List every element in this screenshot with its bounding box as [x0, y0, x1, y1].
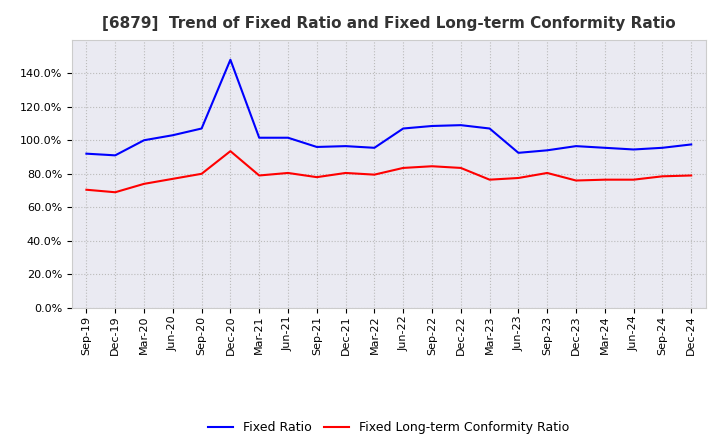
Fixed Ratio — [341, 143, 350, 149]
Fixed Ratio — [428, 123, 436, 128]
Fixed Long-term Conformity Ratio — [399, 165, 408, 171]
Fixed Ratio — [485, 126, 494, 131]
Fixed Long-term Conformity Ratio — [543, 170, 552, 176]
Fixed Long-term Conformity Ratio — [284, 170, 292, 176]
Title: [6879]  Trend of Fixed Ratio and Fixed Long-term Conformity Ratio: [6879] Trend of Fixed Ratio and Fixed Lo… — [102, 16, 675, 32]
Line: Fixed Long-term Conformity Ratio: Fixed Long-term Conformity Ratio — [86, 151, 691, 192]
Fixed Long-term Conformity Ratio — [111, 190, 120, 195]
Fixed Ratio — [600, 145, 609, 150]
Fixed Long-term Conformity Ratio — [629, 177, 638, 182]
Fixed Long-term Conformity Ratio — [341, 170, 350, 176]
Fixed Ratio — [572, 143, 580, 149]
Fixed Long-term Conformity Ratio — [197, 171, 206, 176]
Fixed Ratio — [82, 151, 91, 156]
Fixed Long-term Conformity Ratio — [255, 173, 264, 178]
Line: Fixed Ratio: Fixed Ratio — [86, 60, 691, 155]
Fixed Long-term Conformity Ratio — [456, 165, 465, 171]
Fixed Long-term Conformity Ratio — [428, 164, 436, 169]
Fixed Ratio — [312, 144, 321, 150]
Fixed Ratio — [658, 145, 667, 150]
Fixed Ratio — [197, 126, 206, 131]
Fixed Long-term Conformity Ratio — [168, 176, 177, 181]
Fixed Ratio — [629, 147, 638, 152]
Fixed Ratio — [255, 135, 264, 140]
Fixed Long-term Conformity Ratio — [572, 178, 580, 183]
Fixed Ratio — [687, 142, 696, 147]
Fixed Long-term Conformity Ratio — [140, 181, 148, 187]
Fixed Long-term Conformity Ratio — [514, 176, 523, 181]
Fixed Long-term Conformity Ratio — [82, 187, 91, 192]
Fixed Long-term Conformity Ratio — [687, 173, 696, 178]
Fixed Long-term Conformity Ratio — [370, 172, 379, 177]
Fixed Long-term Conformity Ratio — [226, 149, 235, 154]
Fixed Long-term Conformity Ratio — [600, 177, 609, 182]
Fixed Ratio — [543, 148, 552, 153]
Legend: Fixed Ratio, Fixed Long-term Conformity Ratio: Fixed Ratio, Fixed Long-term Conformity … — [203, 416, 575, 439]
Fixed Long-term Conformity Ratio — [485, 177, 494, 182]
Fixed Ratio — [399, 126, 408, 131]
Fixed Ratio — [284, 135, 292, 140]
Fixed Ratio — [140, 138, 148, 143]
Fixed Ratio — [370, 145, 379, 150]
Fixed Long-term Conformity Ratio — [312, 175, 321, 180]
Fixed Ratio — [456, 122, 465, 128]
Fixed Ratio — [168, 132, 177, 138]
Fixed Ratio — [514, 150, 523, 155]
Fixed Ratio — [226, 57, 235, 62]
Fixed Long-term Conformity Ratio — [658, 174, 667, 179]
Fixed Ratio — [111, 153, 120, 158]
